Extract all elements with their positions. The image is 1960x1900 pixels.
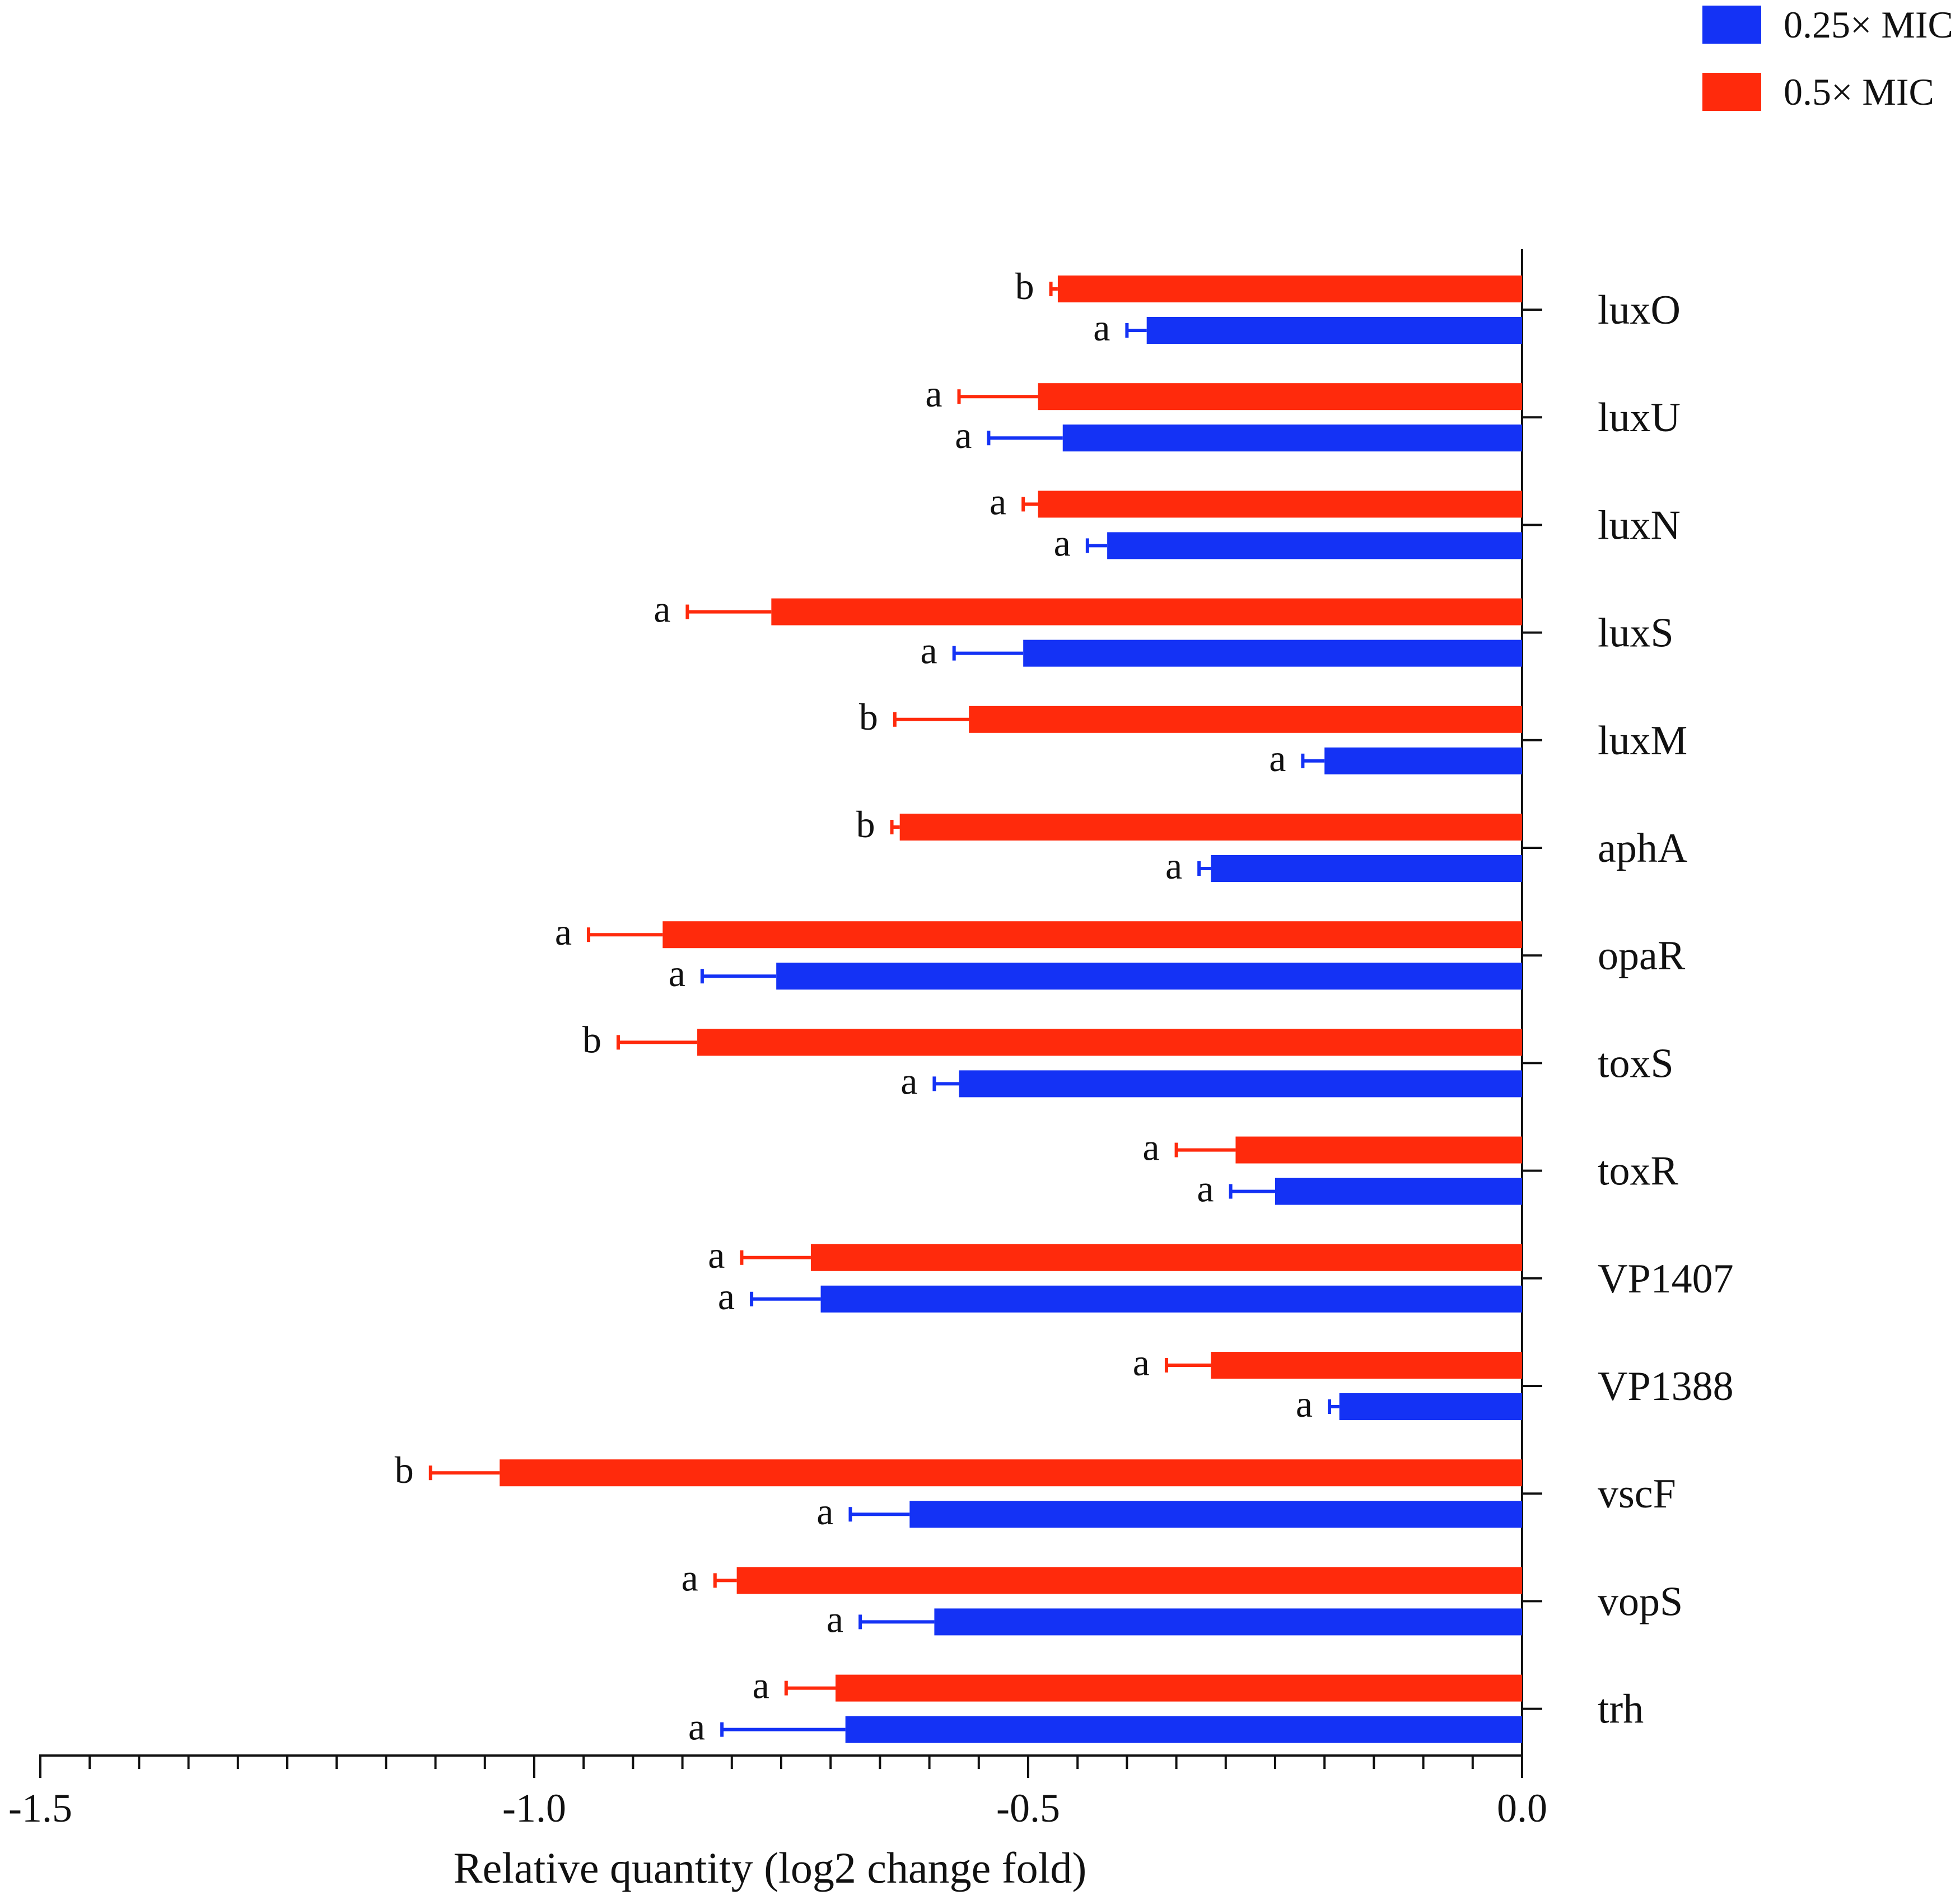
bar-opar-0-25-mic — [776, 963, 1522, 990]
significance-label-luxo-0-25-mic: a — [1093, 306, 1110, 349]
significance-label-vp1407-0-5-mic: a — [708, 1234, 725, 1276]
significance-label-luxs-0-25-mic: a — [921, 629, 937, 672]
legend-item-0-5x-mic: 0.5× MIC — [1702, 70, 1960, 113]
significance-label-vops-0-25-mic: a — [827, 1598, 843, 1640]
significance-label-apha-0-25-mic: a — [1165, 844, 1182, 887]
category-label-luxu: luxU — [1598, 395, 1681, 441]
bar-vp1407-0-25-mic — [820, 1285, 1522, 1313]
bar-apha-0-25-mic — [1211, 855, 1522, 882]
bar-trh-0-25-mic — [845, 1716, 1522, 1743]
bar-luxn-0-5-mic — [1038, 491, 1522, 518]
x-tick-label: -0.5 — [996, 1786, 1060, 1831]
significance-label-toxr-0-25-mic: a — [1197, 1168, 1214, 1210]
significance-label-luxn-0-5-mic: a — [990, 480, 1006, 522]
bar-vp1388-0-25-mic — [1339, 1393, 1522, 1420]
legend-swatch-0-25x-mic — [1702, 6, 1761, 44]
significance-label-luxm-0-25-mic: a — [1269, 737, 1286, 779]
category-label-toxr: toxR — [1598, 1149, 1679, 1194]
significance-label-vp1388-0-5-mic: a — [1133, 1341, 1150, 1384]
category-label-luxs: luxS — [1598, 610, 1674, 656]
significance-label-vscf-0-25-mic: a — [816, 1490, 833, 1533]
category-label-apha: aphA — [1598, 825, 1687, 871]
category-label-vp1388: VP1388 — [1598, 1364, 1734, 1409]
significance-label-luxn-0-25-mic: a — [1054, 521, 1071, 564]
significance-label-opar-0-5-mic: a — [555, 911, 572, 953]
bar-luxm-0-5-mic — [969, 706, 1522, 733]
significance-label-toxr-0-5-mic: a — [1142, 1126, 1159, 1169]
significance-label-toxs-0-25-mic: a — [900, 1059, 917, 1102]
significance-label-trh-0-5-mic: a — [753, 1664, 769, 1707]
bar-luxu-0-5-mic — [1038, 383, 1522, 410]
chart-axes — [39, 249, 1542, 1778]
significance-label-opar-0-25-mic: a — [669, 952, 685, 995]
category-labels: luxO luxU luxN luxS luxM aphA opaR toxS toxR VP14… — [1598, 287, 1734, 1733]
category-label-luxo: luxO — [1598, 287, 1681, 333]
bar-luxs-0-25-mic — [1023, 639, 1522, 667]
category-label-luxm: luxM — [1598, 718, 1687, 764]
category-label-vscf: vscF — [1598, 1471, 1676, 1517]
significance-label-vp1407-0-25-mic: a — [718, 1275, 735, 1318]
category-label-trh: trh — [1598, 1687, 1644, 1733]
significance-label-trh-0-25-mic: a — [688, 1706, 705, 1748]
bar-apha-0-5-mic — [899, 814, 1522, 841]
bar-luxu-0-25-mic — [1062, 424, 1522, 452]
significance-label-luxu-0-5-mic: a — [925, 372, 942, 415]
bar-vops-0-5-mic — [736, 1567, 1522, 1594]
bar-toxr-0-25-mic — [1275, 1178, 1522, 1205]
significance-label-luxs-0-5-mic: a — [654, 588, 670, 631]
legend-label-0-5x-mic: 0.5× MIC — [1784, 71, 1934, 113]
bar-toxs-0-25-mic — [959, 1070, 1522, 1098]
significance-label-toxs-0-5-mic: b — [582, 1018, 601, 1061]
x-tick-labels: -1.5 -1.0 -0.5 0.0 — [8, 1786, 1547, 1831]
significance-label-vops-0-5-mic: a — [682, 1556, 698, 1599]
bar-vp1388-0-5-mic — [1211, 1352, 1522, 1379]
x-axis-label: Relative quantity (log2 change fold) — [454, 1843, 1087, 1892]
bar-toxr-0-5-mic — [1235, 1136, 1522, 1164]
bar-luxs-0-5-mic — [771, 598, 1522, 625]
bar-luxn-0-25-mic — [1107, 532, 1522, 559]
bar-luxm-0-25-mic — [1324, 747, 1522, 774]
legend-label-0-25x-mic: 0.25× MIC — [1784, 3, 1953, 46]
bar-vscf-0-25-mic — [909, 1501, 1522, 1528]
bar-toxs-0-5-mic — [697, 1029, 1522, 1056]
category-label-vops: vopS — [1598, 1579, 1683, 1624]
category-label-vp1407: VP1407 — [1598, 1256, 1734, 1302]
legend-swatch-0-5x-mic — [1702, 73, 1761, 111]
category-label-luxn: luxN — [1598, 502, 1681, 548]
significance-label-luxm-0-5-mic: b — [859, 695, 878, 738]
significance-label-vp1388-0-25-mic: a — [1296, 1383, 1313, 1425]
significance-label-apha-0-5-mic: b — [856, 803, 875, 846]
bar-luxo-0-25-mic — [1146, 317, 1522, 344]
bar-opar-0-5-mic — [662, 921, 1522, 949]
significance-label-vscf-0-5-mic: b — [395, 1449, 414, 1491]
legend-item-0-25x-mic: 0.25× MIC — [1702, 3, 1960, 46]
chart-legend: 0.25× MIC 0.5× MIC — [1702, 0, 1960, 118]
category-label-toxs: toxS — [1598, 1040, 1674, 1086]
significance-label-luxo-0-5-mic: b — [1015, 265, 1034, 307]
bar-vp1407-0-5-mic — [810, 1244, 1522, 1271]
bar-trh-0-5-mic — [836, 1674, 1522, 1702]
x-tick-label: 0.0 — [1497, 1786, 1547, 1831]
bar-vops-0-25-mic — [934, 1608, 1522, 1636]
bar-luxo-0-5-mic — [1057, 276, 1522, 302]
category-label-opar: opaR — [1598, 933, 1686, 979]
bar-vscf-0-5-mic — [500, 1459, 1522, 1487]
x-tick-label: -1.5 — [8, 1786, 72, 1831]
significance-label-luxu-0-25-mic: a — [955, 414, 972, 456]
x-tick-label: -1.0 — [502, 1786, 566, 1831]
